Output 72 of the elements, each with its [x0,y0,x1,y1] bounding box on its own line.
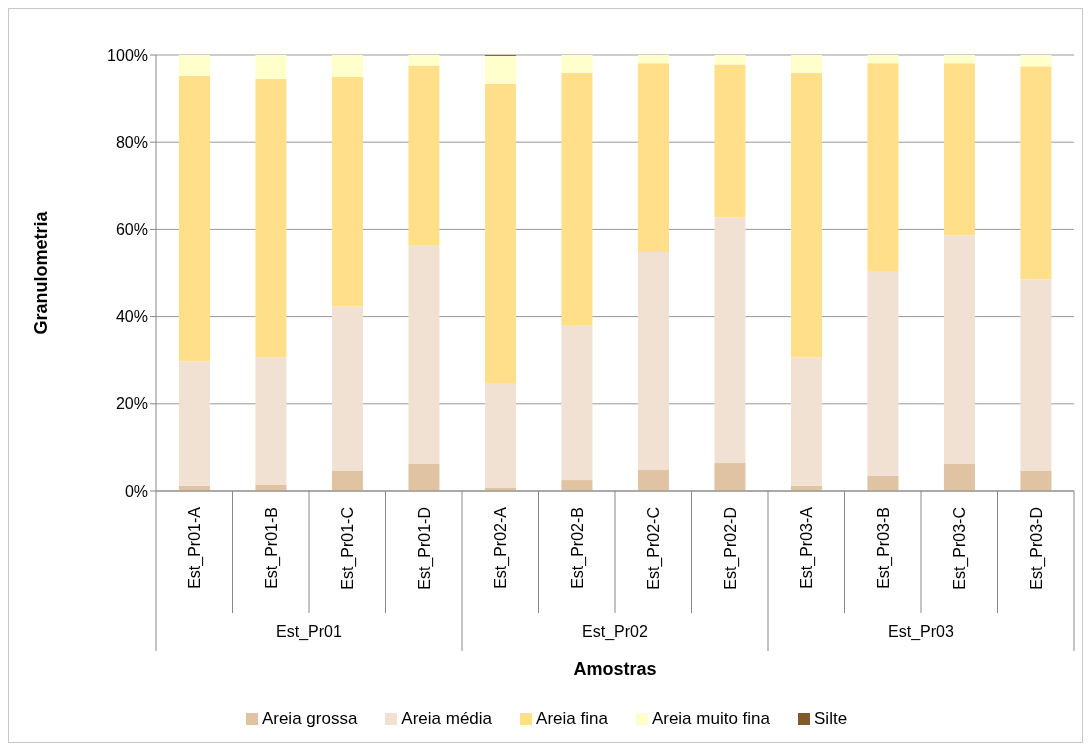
bar [561,72,593,325]
text: Est_Pr03 [888,623,955,641]
bar [714,463,746,491]
bar [943,55,975,64]
bar [714,217,746,464]
bar [255,357,287,485]
bar [790,357,822,486]
bar [867,475,899,491]
bar [331,470,363,491]
bar [637,252,669,471]
bar [790,72,822,358]
bar [943,463,975,491]
bar [867,271,899,476]
legend-label: Areia fina [536,709,608,729]
legend-label: Areia muito fina [651,709,771,729]
x-tick-label: Est_Pr02-C [645,507,664,590]
bar [867,55,899,64]
legend-label: Areia média [401,709,493,729]
bar [331,55,363,77]
x-tick-label: Est_Pr02-A [492,506,511,589]
bar [1020,55,1052,67]
bar [637,63,669,253]
x-tick-label: Est_Pr03-D [1027,507,1046,590]
y-tick-label: 40% [115,308,148,326]
bar [1020,470,1052,491]
x-tick-label: Est_Pr01-B [262,507,281,589]
bar [561,55,593,73]
bar [408,65,440,246]
x-tick-label: Est_Pr03-A [798,506,817,589]
x-tick-label: Est_Pr03-B [874,507,893,589]
bar [408,245,440,464]
bar [561,324,593,481]
x-tick-label: Est_Pr01-C [339,507,358,590]
bar [178,361,210,486]
bar [1020,66,1052,280]
bar [790,55,822,73]
x-tick-label: Est_Pr01-D [415,507,434,590]
bar [408,55,440,66]
legend-label: Areia grossa [261,709,358,729]
bar [178,55,210,76]
y-tick-label: 0% [124,482,148,500]
y-tick-label: 100% [107,46,148,64]
bar [178,75,210,362]
y-tick-label: 60% [115,221,148,239]
bar [484,383,516,488]
x-tick-label: Est_Pr02-D [721,507,740,590]
legend-label: Silte [814,709,848,729]
bar [331,306,363,471]
bar [331,76,363,307]
x-axis-title: Amostras [573,659,657,679]
bar [255,78,287,358]
bar [943,63,975,236]
bar [714,55,746,65]
y-axis-title: Granulometria [31,210,52,335]
bar [943,235,975,464]
x-tick-label: Est_Pr03-C [951,507,970,590]
text: Est_Pr02 [582,623,649,641]
bar [714,64,746,218]
y-tick-label: 20% [115,395,148,413]
bar [561,480,593,491]
bar [484,55,516,84]
bar [637,470,669,491]
bar [255,55,287,79]
text: Est_Pr01 [276,623,343,641]
x-tick-label: Est_Pr01-A [186,506,205,589]
bar [637,55,669,64]
bar [867,63,899,272]
x-tick-label: Est_Pr02-B [568,507,587,589]
bar [408,463,440,491]
bar [484,83,516,384]
y-tick-label: 80% [115,133,148,151]
bar [1020,279,1052,471]
